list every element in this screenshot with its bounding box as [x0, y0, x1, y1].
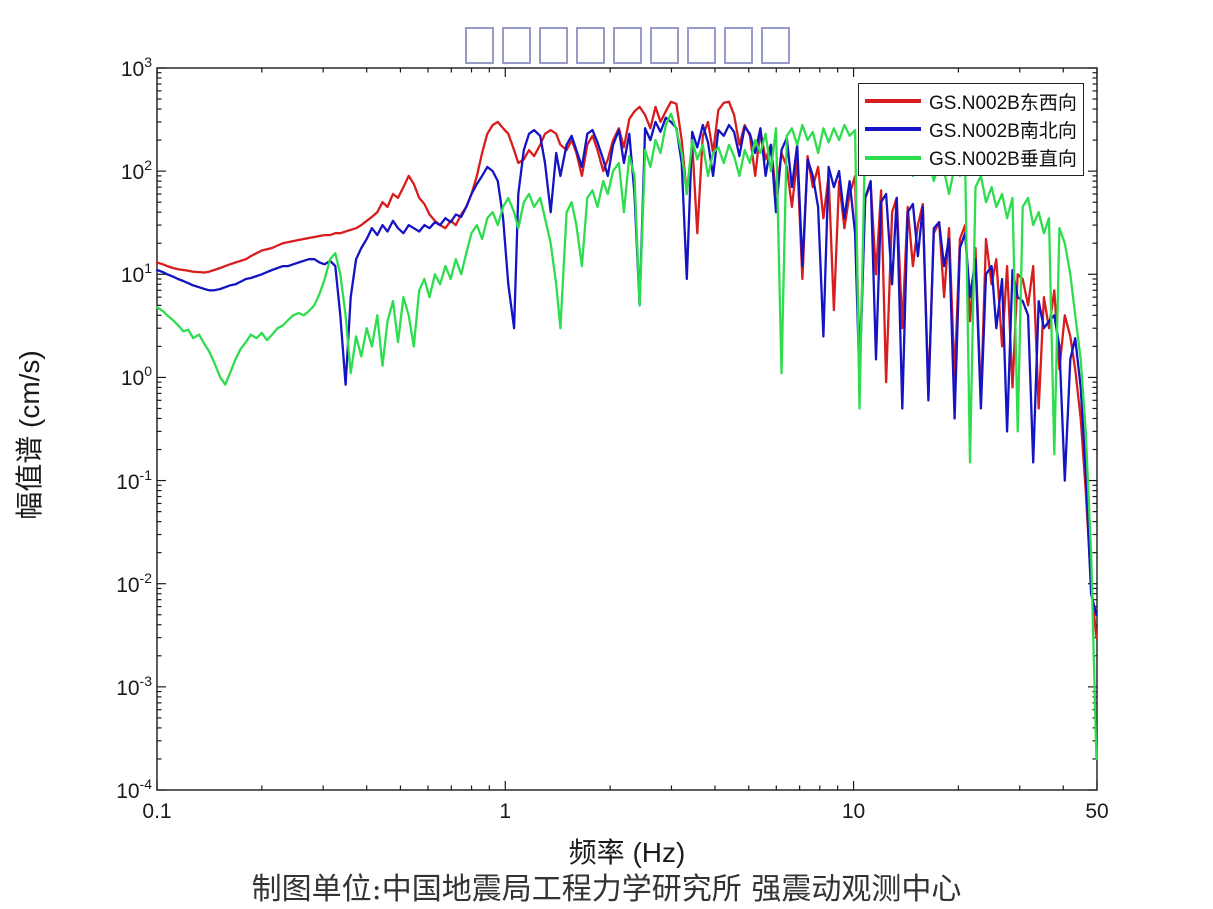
title-tofu-glyph	[575, 27, 605, 64]
plot-box	[156, 67, 1098, 791]
legend-label: GS.N002B垂直向	[929, 149, 1077, 171]
y-tick-label: 10-3	[116, 672, 152, 700]
title-tofu-glyph	[686, 27, 716, 64]
legend-line-sample	[865, 155, 921, 160]
x-tick-label: 50	[1085, 800, 1109, 823]
title-tofu-glyph	[612, 27, 642, 64]
title-tofu-glyph	[464, 27, 494, 64]
y-tick-label: 103	[120, 54, 152, 81]
chart-title-missing-glyphs	[157, 27, 1097, 64]
credit-line: 制图单位:中国地震局工程力学研究所 强震动观测中心	[251, 872, 962, 907]
title-tofu-glyph	[501, 27, 531, 64]
legend-line-sample	[865, 127, 921, 132]
y-tick-label: 101	[120, 260, 152, 288]
y-tick-label: 102	[120, 157, 152, 185]
x-axis-label: 频率 (Hz)	[568, 837, 686, 868]
legend-label: GS.N002B东西向	[929, 92, 1077, 114]
y-tick-label: 10-4	[116, 776, 152, 803]
series-line-1	[155, 116, 1098, 616]
legend-entry-0: GS.N002B东西向	[865, 88, 1077, 115]
title-tofu-glyph	[760, 27, 790, 64]
legend-line-sample	[865, 99, 921, 104]
y-tick-label: 10-1	[116, 466, 152, 494]
x-tick-label: 10	[841, 800, 866, 823]
y-axis-label: 幅值谱 (cm/s)	[14, 350, 45, 520]
y-tick-label: 10-2	[116, 569, 152, 597]
title-tofu-glyph	[723, 27, 753, 64]
legend-entry-2: GS.N002B垂直向	[865, 144, 1077, 171]
y-tick-label: 100	[120, 363, 152, 391]
title-tofu-glyph	[538, 27, 568, 64]
legend-entry-1: GS.N002B南北向	[865, 116, 1077, 143]
legend-label: GS.N002B南北向	[929, 120, 1077, 142]
series-line-2	[155, 112, 1098, 761]
x-tick-label: 0.1	[142, 800, 172, 823]
legend: GS.N002B东西向 GS.N002B南北向 GS.N002B垂直向	[858, 83, 1084, 176]
x-tick-label: 1	[499, 800, 512, 823]
title-tofu-glyph	[649, 27, 679, 64]
